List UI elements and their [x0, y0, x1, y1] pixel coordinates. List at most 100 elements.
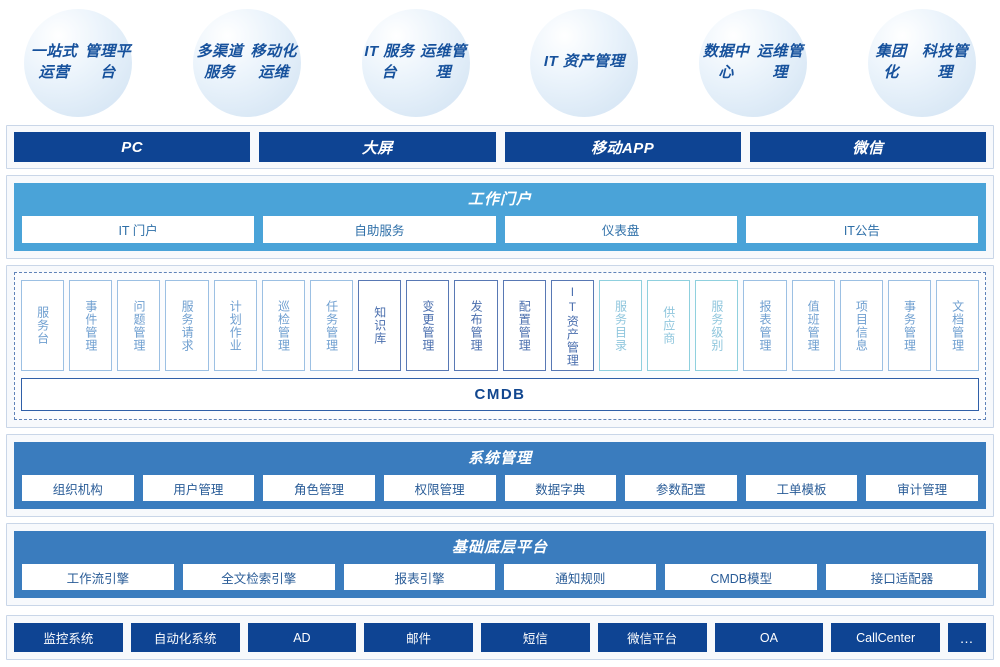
module-tile[interactable]: 文档管理	[935, 280, 980, 371]
foundation-platform-item[interactable]: 通知规则	[504, 564, 657, 590]
capability-circle-line1: IT 资产管理	[543, 53, 625, 71]
module-tile[interactable]: 计划作业	[213, 280, 257, 371]
module-tile[interactable]: 事务管理	[887, 280, 931, 371]
foundation-platform-frame: 基础底层平台 工作流引擎 全文检索引擎 报表引擎 通知规则 CMDB模型 接口适配器	[6, 523, 994, 606]
capability-circle: 数据中心 运维管理	[699, 8, 808, 117]
module-tile-label: 供应商	[661, 306, 676, 345]
capability-circle-line2: 运维管理	[420, 42, 467, 81]
portal-item[interactable]: 仪表盘	[504, 216, 737, 243]
integration-item[interactable]: …	[948, 623, 986, 652]
work-portal-frame: 工作门户 IT 门户 自助服务 仪表盘 IT公告	[6, 175, 994, 259]
capability-circle-line1: 一站式运营	[30, 42, 78, 81]
module-tile-label: 配置管理	[517, 299, 532, 352]
cmdb-bar[interactable]: CMDB	[21, 378, 979, 411]
work-portal-items: IT 门户 自助服务 仪表盘 IT公告	[22, 216, 978, 243]
module-tiles-row: 服务台 事件管理 问题管理 服务请求 计划作业 巡检管理 任务管理 知识库 变更管理 发布管理 配置…	[21, 280, 980, 371]
module-tile-label: 服务台	[35, 306, 50, 345]
module-tile[interactable]: IT资产管理	[550, 280, 594, 371]
integration-item[interactable]: OA	[714, 623, 824, 652]
capability-circle: 集团化 科技管理	[867, 8, 976, 117]
system-management-frame: 系统管理 组织机构 用户管理 角色管理 权限管理 数据字典 参数配置 工单模板 审计管理	[6, 434, 994, 517]
work-portal-panel: 工作门户 IT 门户 自助服务 仪表盘 IT公告	[14, 183, 986, 251]
integration-item[interactable]: 短信	[481, 623, 590, 652]
capability-circles-row: 一站式运营 管理平台 多渠道服务 移动化运维 IT 服务台 运维管理 IT 资产管理 数据中心…	[0, 0, 1000, 125]
system-management-panel: 系统管理 组织机构 用户管理 角色管理 权限管理 数据字典 参数配置 工单模板 审计管理	[14, 442, 986, 509]
foundation-platform-item[interactable]: 全文检索引擎	[182, 564, 335, 590]
capability-circle-line2: 科技管理	[921, 42, 969, 81]
module-tile[interactable]: 配置管理	[502, 280, 546, 371]
system-management-item[interactable]: 工单模板	[745, 475, 858, 501]
module-tile[interactable]: 服务请求	[165, 280, 209, 371]
module-tile-label: 服务级别	[709, 299, 724, 352]
modules-frame: 服务台 事件管理 问题管理 服务请求 计划作业 巡检管理 任务管理 知识库 变更管理 发布管理 配置…	[6, 265, 994, 428]
system-management-item[interactable]: 权限管理	[383, 475, 496, 501]
integration-item[interactable]: AD	[247, 623, 357, 652]
module-tile-label: 发布管理	[469, 299, 484, 352]
module-tile[interactable]: 服务级别	[695, 280, 739, 371]
system-management-item[interactable]: 数据字典	[504, 475, 617, 501]
module-tile[interactable]: 发布管理	[454, 280, 498, 371]
module-tile[interactable]: 知识库	[358, 280, 402, 371]
module-tile[interactable]: 变更管理	[406, 280, 450, 371]
module-tile-label: 服务目录	[613, 299, 628, 352]
module-tile-label: 巡检管理	[276, 299, 291, 352]
module-tile-label: 事务管理	[902, 299, 917, 352]
portal-item[interactable]: IT 门户	[22, 216, 255, 243]
portal-item[interactable]: IT公告	[745, 216, 978, 243]
channel-button[interactable]: PC	[14, 132, 251, 162]
module-tile-label: 问题管理	[131, 299, 146, 352]
foundation-platform-item[interactable]: CMDB模型	[665, 564, 818, 590]
capability-circle-line1: 数据中心	[702, 42, 750, 81]
channel-button[interactable]: 微信	[749, 132, 986, 162]
integration-item[interactable]: 自动化系统	[130, 623, 240, 652]
modules-dashed-area: 服务台 事件管理 问题管理 服务请求 计划作业 巡检管理 任务管理 知识库 变更管理 发布管理 配置…	[14, 272, 986, 420]
module-tile[interactable]: 服务目录	[598, 280, 643, 371]
foundation-platform-item[interactable]: 工作流引擎	[22, 564, 174, 590]
module-tile-label: 值班管理	[806, 299, 821, 352]
capability-circle: IT 资产管理	[530, 8, 639, 117]
integration-item[interactable]: 监控系统	[14, 623, 123, 652]
module-tile[interactable]: 报表管理	[743, 280, 787, 371]
module-tile-label: 事件管理	[83, 299, 98, 352]
capability-circle: 多渠道服务 移动化运维	[192, 8, 301, 117]
module-tile-label: 项目信息	[854, 299, 869, 352]
capability-circle-line1: 集团化	[875, 42, 907, 81]
foundation-platform-title: 基础底层平台	[451, 539, 548, 556]
system-management-items: 组织机构 用户管理 角色管理 权限管理 数据字典 参数配置 工单模板 审计管理	[22, 475, 978, 501]
channel-button[interactable]: 大屏	[259, 132, 496, 162]
integration-item[interactable]: 邮件	[364, 623, 473, 652]
integration-item[interactable]: 微信平台	[597, 623, 707, 652]
integration-item[interactable]: CallCenter	[831, 623, 940, 652]
capability-circle-line1: IT 服务台	[364, 42, 415, 81]
module-tile[interactable]: 事件管理	[69, 280, 113, 371]
system-management-item[interactable]: 组织机构	[22, 475, 134, 501]
module-tile-label: 报表管理	[758, 299, 772, 352]
module-tile-label: 任务管理	[324, 299, 339, 352]
integrations-frame: 监控系统 自动化系统 AD 邮件 短信 微信平台 OA CallCenter …	[6, 615, 994, 660]
system-management-item[interactable]: 参数配置	[625, 475, 737, 501]
portal-item[interactable]: 自助服务	[263, 216, 496, 243]
foundation-platform-item[interactable]: 接口适配器	[826, 564, 978, 590]
module-tile[interactable]: 巡检管理	[261, 280, 305, 371]
system-management-item[interactable]: 用户管理	[142, 475, 255, 501]
module-tile[interactable]: 任务管理	[309, 280, 354, 371]
foundation-platform-panel: 基础底层平台 工作流引擎 全文检索引擎 报表引擎 通知规则 CMDB模型 接口适配器	[14, 531, 986, 598]
capability-circle: IT 服务台 运维管理	[361, 8, 470, 117]
module-tile-label: 服务请求	[180, 299, 195, 352]
foundation-platform-item[interactable]: 报表引擎	[343, 564, 496, 590]
capability-circle: 一站式运营 管理平台	[24, 8, 132, 117]
channel-button[interactable]: 移动APP	[504, 132, 741, 162]
module-tile-label: 文档管理	[950, 299, 965, 352]
module-tile[interactable]: 供应商	[647, 280, 691, 371]
module-tile[interactable]: 项目信息	[839, 280, 883, 371]
module-tile-label: 变更管理	[420, 299, 435, 352]
module-tile[interactable]: 值班管理	[791, 280, 835, 371]
system-management-item[interactable]: 角色管理	[263, 475, 375, 501]
module-tile[interactable]: 服务台	[21, 280, 65, 371]
system-management-item[interactable]: 审计管理	[866, 475, 978, 501]
module-tile[interactable]: 问题管理	[117, 280, 161, 371]
capability-circle-line2: 移动化运维	[250, 42, 298, 81]
module-tile-label: 计划作业	[228, 299, 243, 352]
capability-circle-line2: 管理平台	[84, 42, 132, 81]
